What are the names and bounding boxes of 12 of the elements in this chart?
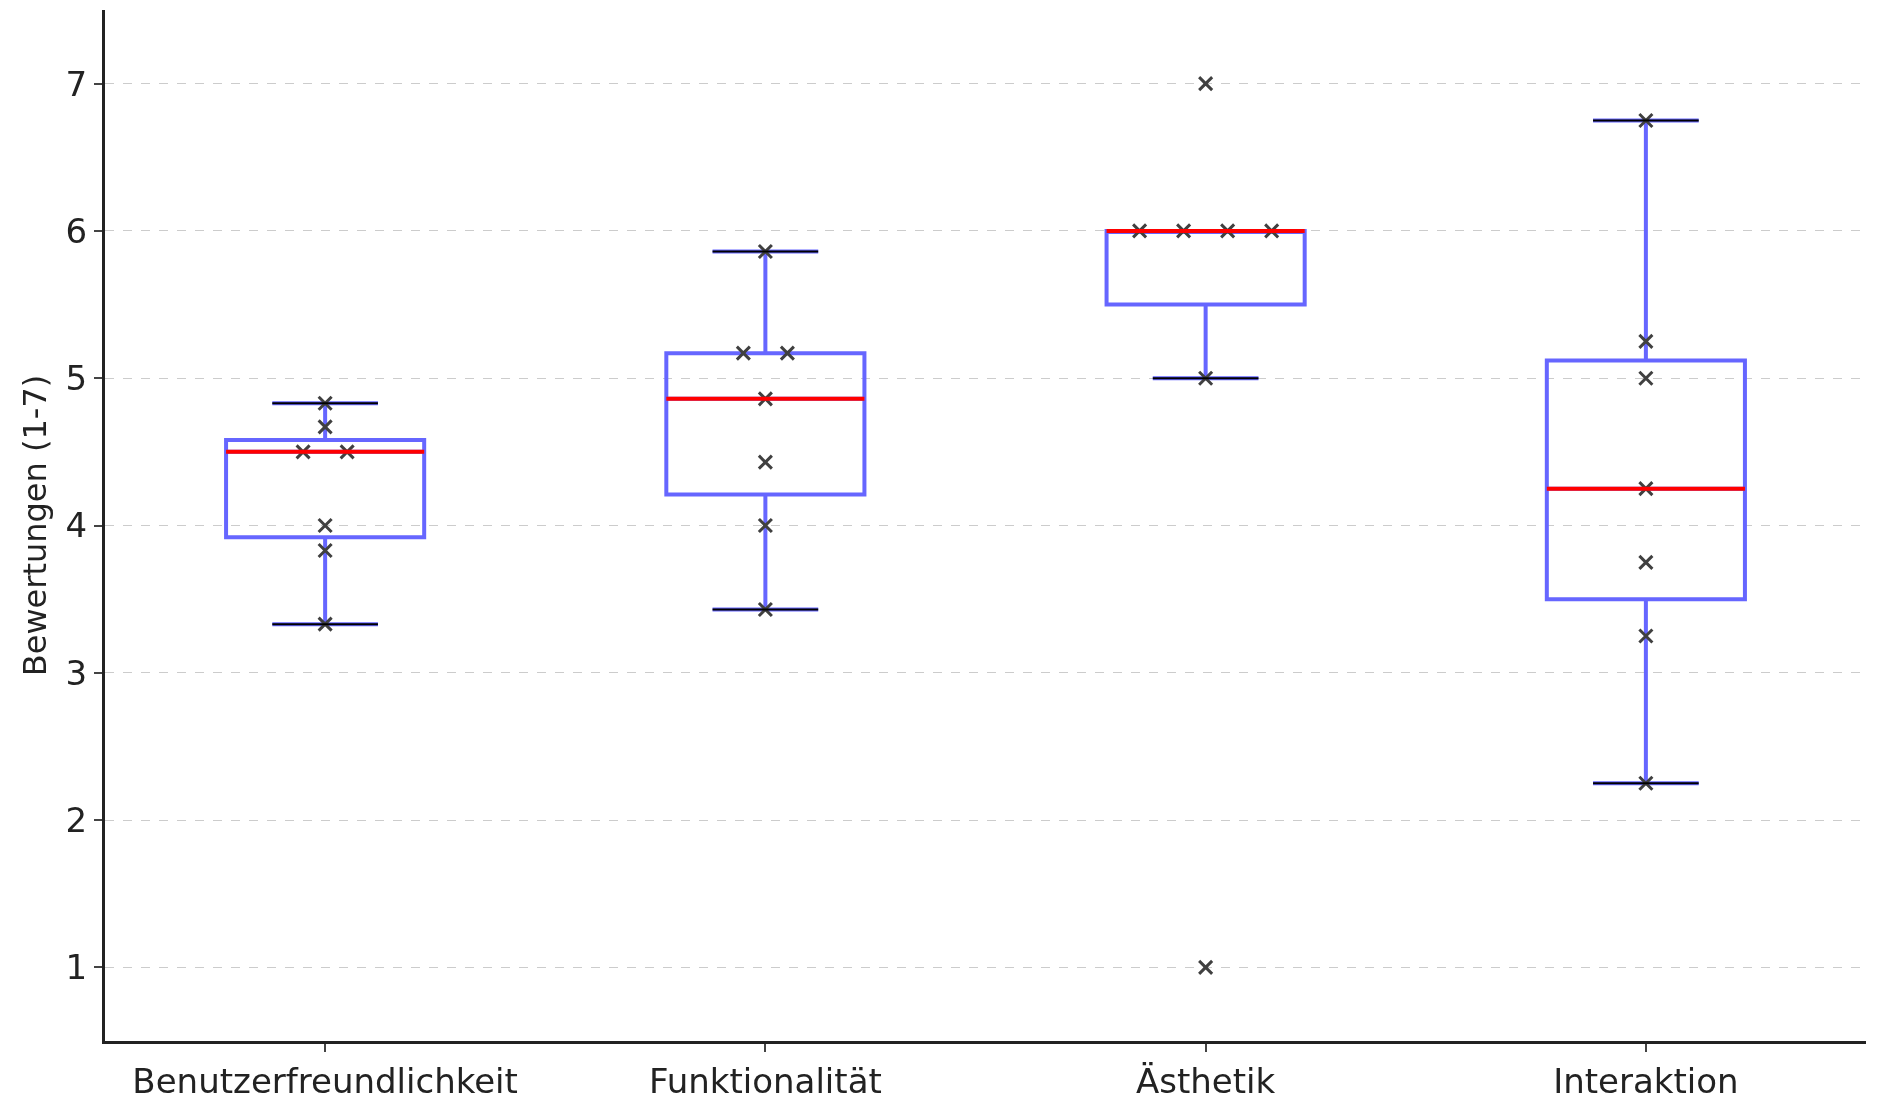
y-tick-label: 4 xyxy=(65,505,88,546)
x-tick-label: Benutzerfreundlichkeit xyxy=(132,1060,518,1101)
y-tick-label: 6 xyxy=(65,210,88,251)
y-tick-label: 1 xyxy=(65,947,88,988)
y-axis-title: Bewertungen (1-7) xyxy=(15,374,54,677)
x-tick-label: Interaktion xyxy=(1553,1060,1739,1101)
y-tick-label: 7 xyxy=(65,63,88,104)
x-tick-label: Funktionalität xyxy=(648,1060,882,1101)
y-tick-label: 3 xyxy=(65,652,88,693)
x-tick-label: Ästhetik xyxy=(1136,1060,1276,1101)
y-tick-label: 2 xyxy=(65,799,88,840)
y-tick-label: 5 xyxy=(65,358,88,399)
